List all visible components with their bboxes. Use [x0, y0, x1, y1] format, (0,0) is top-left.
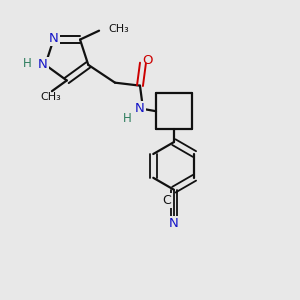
Text: CH₃: CH₃ — [40, 92, 61, 102]
Text: H: H — [122, 112, 131, 125]
Text: C: C — [162, 194, 171, 207]
Text: N: N — [49, 32, 59, 45]
Text: N: N — [169, 217, 179, 230]
Text: N: N — [38, 58, 48, 71]
Text: H: H — [23, 57, 32, 70]
Text: CH₃: CH₃ — [109, 25, 129, 34]
Text: O: O — [142, 54, 153, 67]
Text: N: N — [135, 102, 145, 115]
